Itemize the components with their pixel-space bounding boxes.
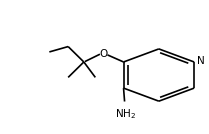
Text: N: N [197, 56, 204, 66]
Text: NH$_2$: NH$_2$ [115, 107, 136, 121]
Text: O: O [99, 49, 108, 59]
